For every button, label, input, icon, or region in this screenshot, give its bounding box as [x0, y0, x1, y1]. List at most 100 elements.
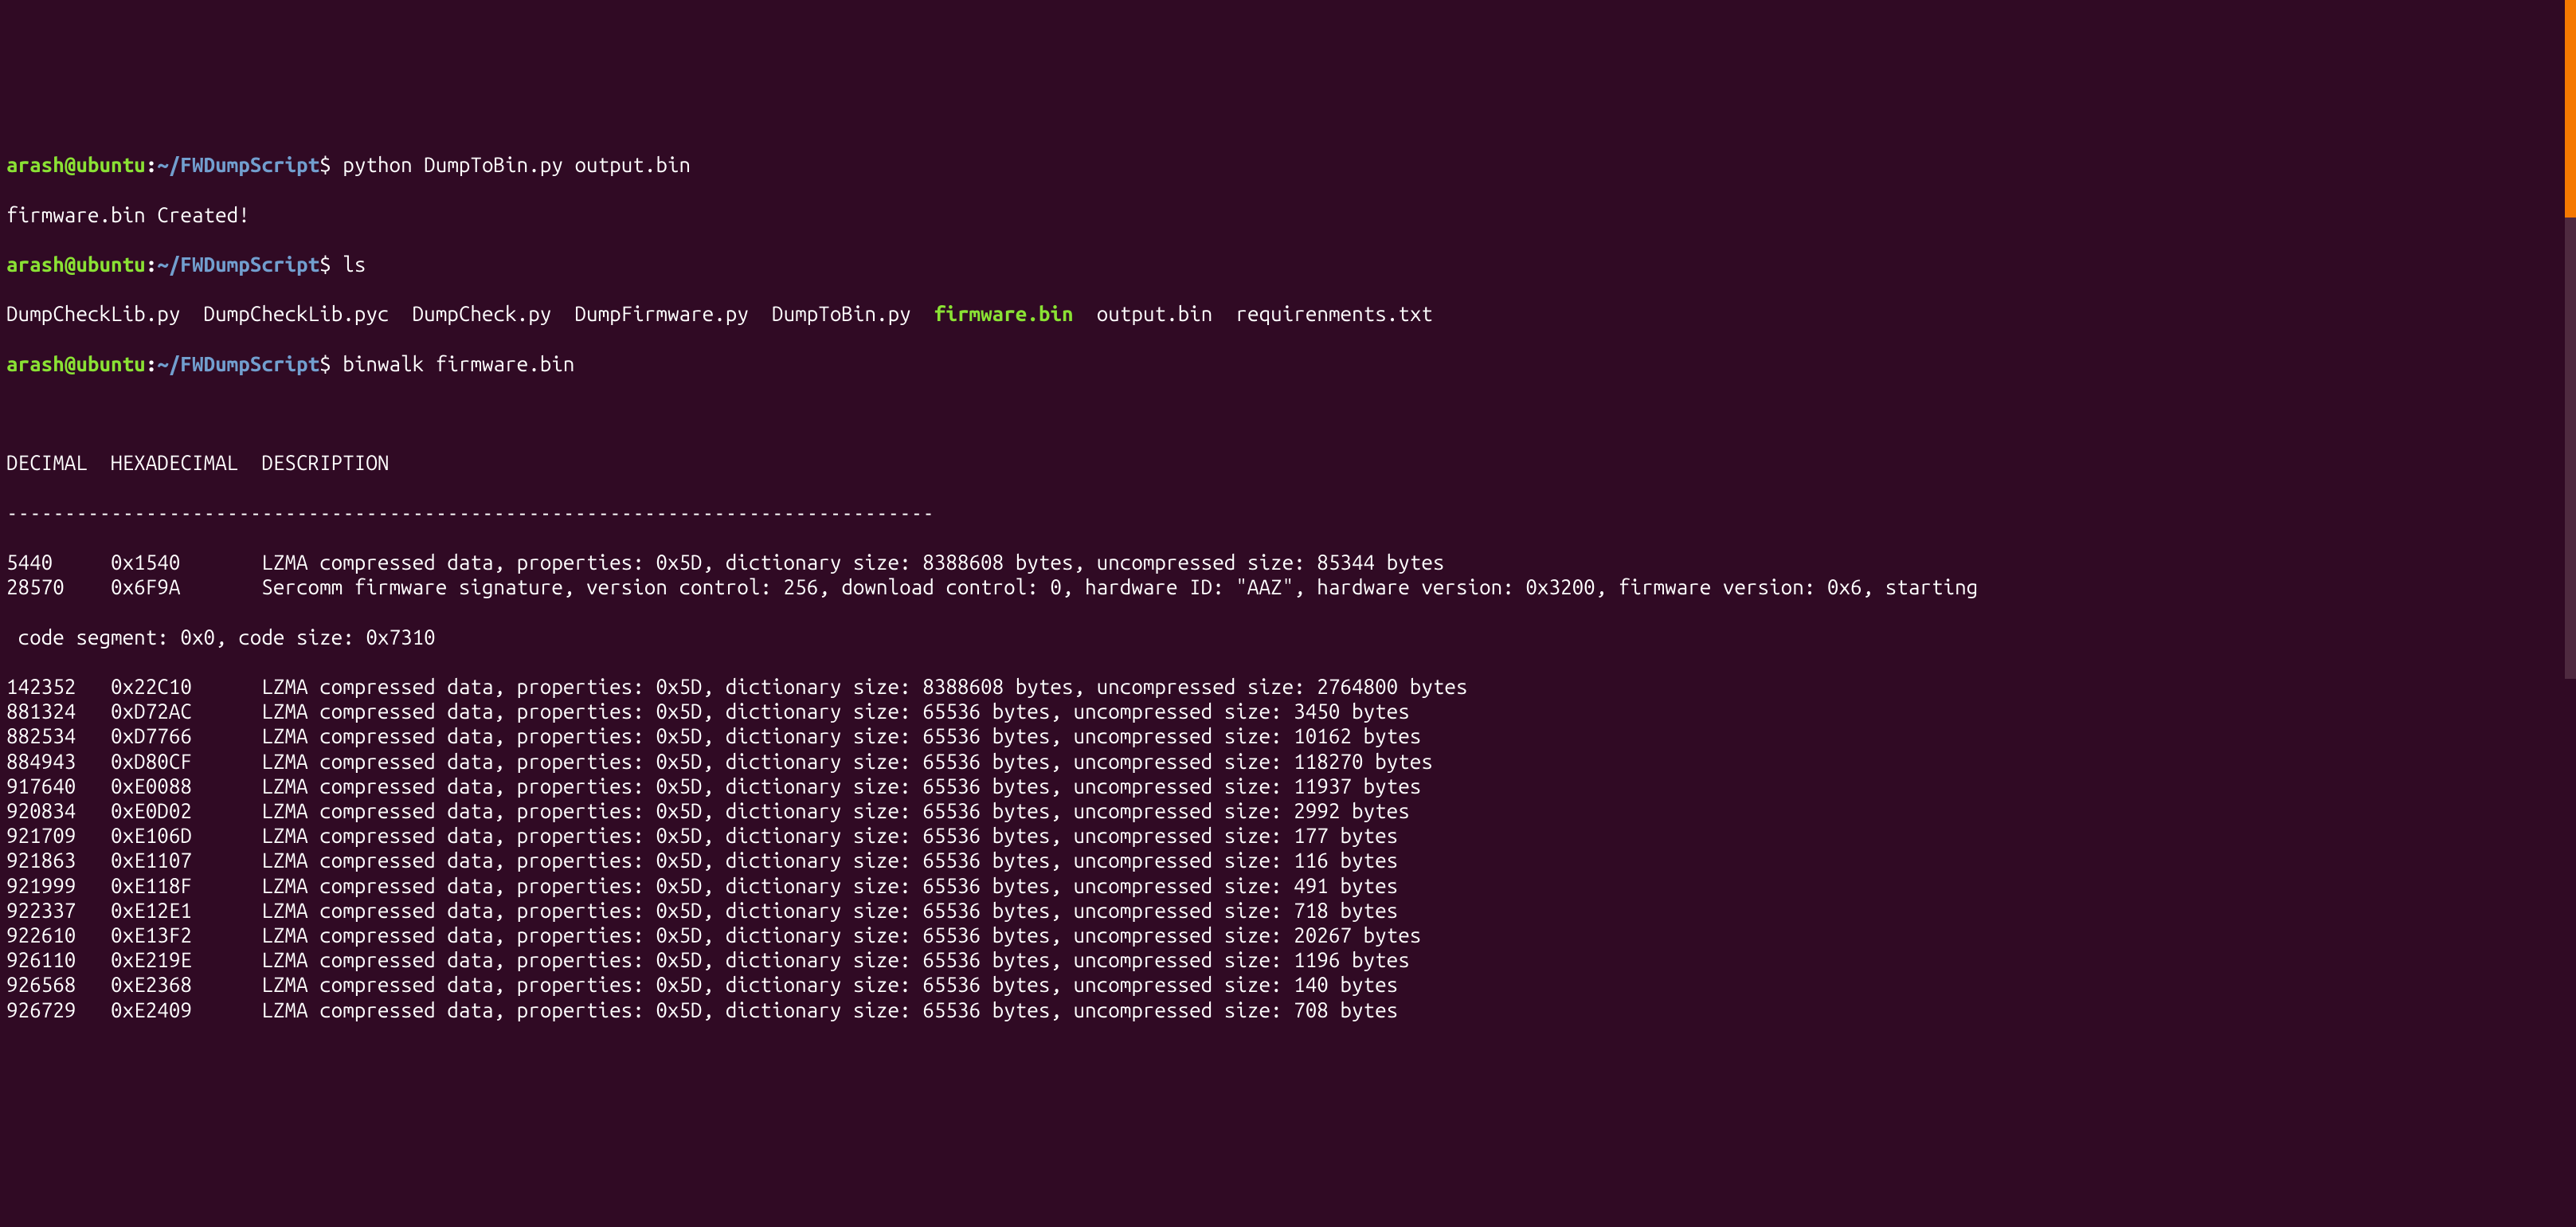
ls-output: DumpCheckLib.py DumpCheckLib.pyc DumpChe… [6, 301, 2576, 326]
row-hex: 0xE12E1 [111, 898, 238, 923]
prompt-dollar: $ [319, 253, 331, 276]
binwalk-row: 917640 0xE0088 LZMA compressed data, pro… [6, 774, 2576, 798]
binwalk-row: 922337 0xE12E1 LZMA compressed data, pro… [6, 898, 2576, 923]
binwalk-row: 926110 0xE219E LZMA compressed data, pro… [6, 947, 2576, 972]
row-decimal: 920834 [6, 798, 88, 823]
command-text: python DumpToBin.py output.bin [343, 153, 691, 176]
row-description: LZMA compressed data, properties: 0x5D, … [261, 998, 1398, 1021]
row-description: LZMA compressed data, properties: 0x5D, … [261, 774, 1421, 798]
row-hex: 0xE118F [111, 873, 238, 898]
ls-file: DumpCheckLib.py [6, 302, 180, 325]
row-hex: 0x1540 [111, 550, 238, 574]
binwalk-row: 926729 0xE2409 LZMA compressed data, pro… [6, 998, 2576, 1022]
scrollbar-track[interactable] [2565, 0, 2576, 679]
row-decimal: 142352 [6, 674, 88, 699]
row-decimal: 5440 [6, 550, 88, 574]
row-hex: 0xD7766 [111, 723, 238, 748]
binwalk-rows: 5440 0x1540 LZMA compressed data, proper… [6, 550, 2576, 599]
header-hex: HEXADECIMAL [111, 450, 238, 475]
prompt-colon: : [146, 253, 158, 276]
row-description: LZMA compressed data, properties: 0x5D, … [261, 849, 1398, 872]
binwalk-row: 884943 0xD80CF LZMA compressed data, pro… [6, 749, 2576, 774]
header-desc: DESCRIPTION [261, 451, 389, 474]
row-decimal: 926110 [6, 947, 88, 972]
row-description: LZMA compressed data, properties: 0x5D, … [261, 824, 1398, 847]
prompt-host: ubuntu [76, 153, 145, 176]
prompt-user: arash [6, 153, 65, 176]
binwalk-row: 920834 0xE0D02 LZMA compressed data, pro… [6, 798, 2576, 823]
binwalk-row: 922610 0xE13F2 LZMA compressed data, pro… [6, 923, 2576, 947]
header-decimal: DECIMAL [6, 450, 88, 475]
row-hex: 0xE2368 [111, 972, 238, 997]
wrapped-line: code segment: 0x0, code size: 0x7310 [6, 625, 2576, 649]
binwalk-row: 28570 0x6F9A Sercomm firmware signature,… [6, 574, 2576, 599]
row-hex: 0x6F9A [111, 574, 238, 599]
binwalk-row: 882534 0xD7766 LZMA compressed data, pro… [6, 723, 2576, 748]
row-decimal: 921999 [6, 873, 88, 898]
row-hex: 0xE106D [111, 823, 238, 848]
row-description: Sercomm firmware signature, version cont… [261, 575, 1978, 598]
binwalk-header: DECIMAL HEXADECIMAL DESCRIPTION [6, 450, 2576, 475]
row-decimal: 926729 [6, 998, 88, 1022]
ls-file: requirenments.txt [1235, 302, 1433, 325]
ls-file: DumpToBin.py [772, 302, 911, 325]
binwalk-rows: 142352 0x22C10 LZMA compressed data, pro… [6, 674, 2576, 1022]
prompt-host: ubuntu [76, 253, 145, 276]
prompt-host: ubuntu [76, 352, 145, 375]
row-hex: 0x22C10 [111, 674, 238, 699]
row-description: LZMA compressed data, properties: 0x5D, … [261, 923, 1421, 947]
row-decimal: 922337 [6, 898, 88, 923]
command-text: ls [343, 253, 366, 276]
binwalk-row: 921999 0xE118F LZMA compressed data, pro… [6, 873, 2576, 898]
row-description: LZMA compressed data, properties: 0x5D, … [261, 799, 1409, 822]
row-hex: 0xD72AC [111, 699, 238, 723]
prompt-path: ~/FWDumpScript [157, 153, 319, 176]
row-hex: 0xE2409 [111, 998, 238, 1022]
row-decimal: 922610 [6, 923, 88, 947]
prompt-line-3: arash@ubuntu:~/FWDumpScript$ binwalk fir… [6, 351, 2576, 376]
row-decimal: 921709 [6, 823, 88, 848]
binwalk-row: 881324 0xD72AC LZMA compressed data, pro… [6, 699, 2576, 723]
ls-file-highlighted: firmware.bin [934, 302, 1074, 325]
ls-file: DumpCheckLib.pyc [204, 302, 390, 325]
prompt-path: ~/FWDumpScript [157, 352, 319, 375]
prompt-user: arash [6, 253, 65, 276]
binwalk-row: 5440 0x1540 LZMA compressed data, proper… [6, 550, 2576, 574]
ls-file: DumpCheck.py [413, 302, 552, 325]
scrollbar-thumb[interactable] [2565, 0, 2576, 218]
ls-file: output.bin [1097, 302, 1213, 325]
prompt-user: arash [6, 352, 65, 375]
binwalk-row: 921709 0xE106D LZMA compressed data, pro… [6, 823, 2576, 848]
binwalk-row: 142352 0x22C10 LZMA compressed data, pro… [6, 674, 2576, 699]
ls-file: DumpFirmware.py [574, 302, 748, 325]
prompt-dollar: $ [319, 352, 331, 375]
output-line: firmware.bin Created! [6, 202, 2576, 227]
binwalk-row: 926568 0xE2368 LZMA compressed data, pro… [6, 972, 2576, 997]
prompt-colon: : [146, 153, 158, 176]
row-description: LZMA compressed data, properties: 0x5D, … [261, 750, 1433, 773]
prompt-at: @ [65, 253, 76, 276]
row-description: LZMA compressed data, properties: 0x5D, … [261, 700, 1409, 723]
row-decimal: 926568 [6, 972, 88, 997]
prompt-at: @ [65, 153, 76, 176]
row-description: LZMA compressed data, properties: 0x5D, … [261, 874, 1398, 897]
prompt-line-1: arash@ubuntu:~/FWDumpScript$ python Dump… [6, 152, 2576, 177]
blank-line [6, 401, 2576, 425]
row-description: LZMA compressed data, properties: 0x5D, … [261, 724, 1421, 747]
row-decimal: 882534 [6, 723, 88, 748]
command-text: binwalk firmware.bin [343, 352, 574, 375]
row-description: LZMA compressed data, properties: 0x5D, … [261, 948, 1409, 971]
row-hex: 0xE1107 [111, 848, 238, 872]
row-decimal: 917640 [6, 774, 88, 798]
row-decimal: 884943 [6, 749, 88, 774]
prompt-line-2: arash@ubuntu:~/FWDumpScript$ ls [6, 252, 2576, 276]
row-hex: 0xE13F2 [111, 923, 238, 947]
prompt-path: ~/FWDumpScript [157, 253, 319, 276]
terminal[interactable]: arash@ubuntu:~/FWDumpScript$ python Dump… [0, 124, 2576, 1053]
prompt-colon: : [146, 352, 158, 375]
row-description: LZMA compressed data, properties: 0x5D, … [261, 899, 1398, 922]
row-description: LZMA compressed data, properties: 0x5D, … [261, 551, 1444, 574]
row-description: LZMA compressed data, properties: 0x5D, … [261, 675, 1467, 698]
row-hex: 0xD80CF [111, 749, 238, 774]
row-decimal: 881324 [6, 699, 88, 723]
